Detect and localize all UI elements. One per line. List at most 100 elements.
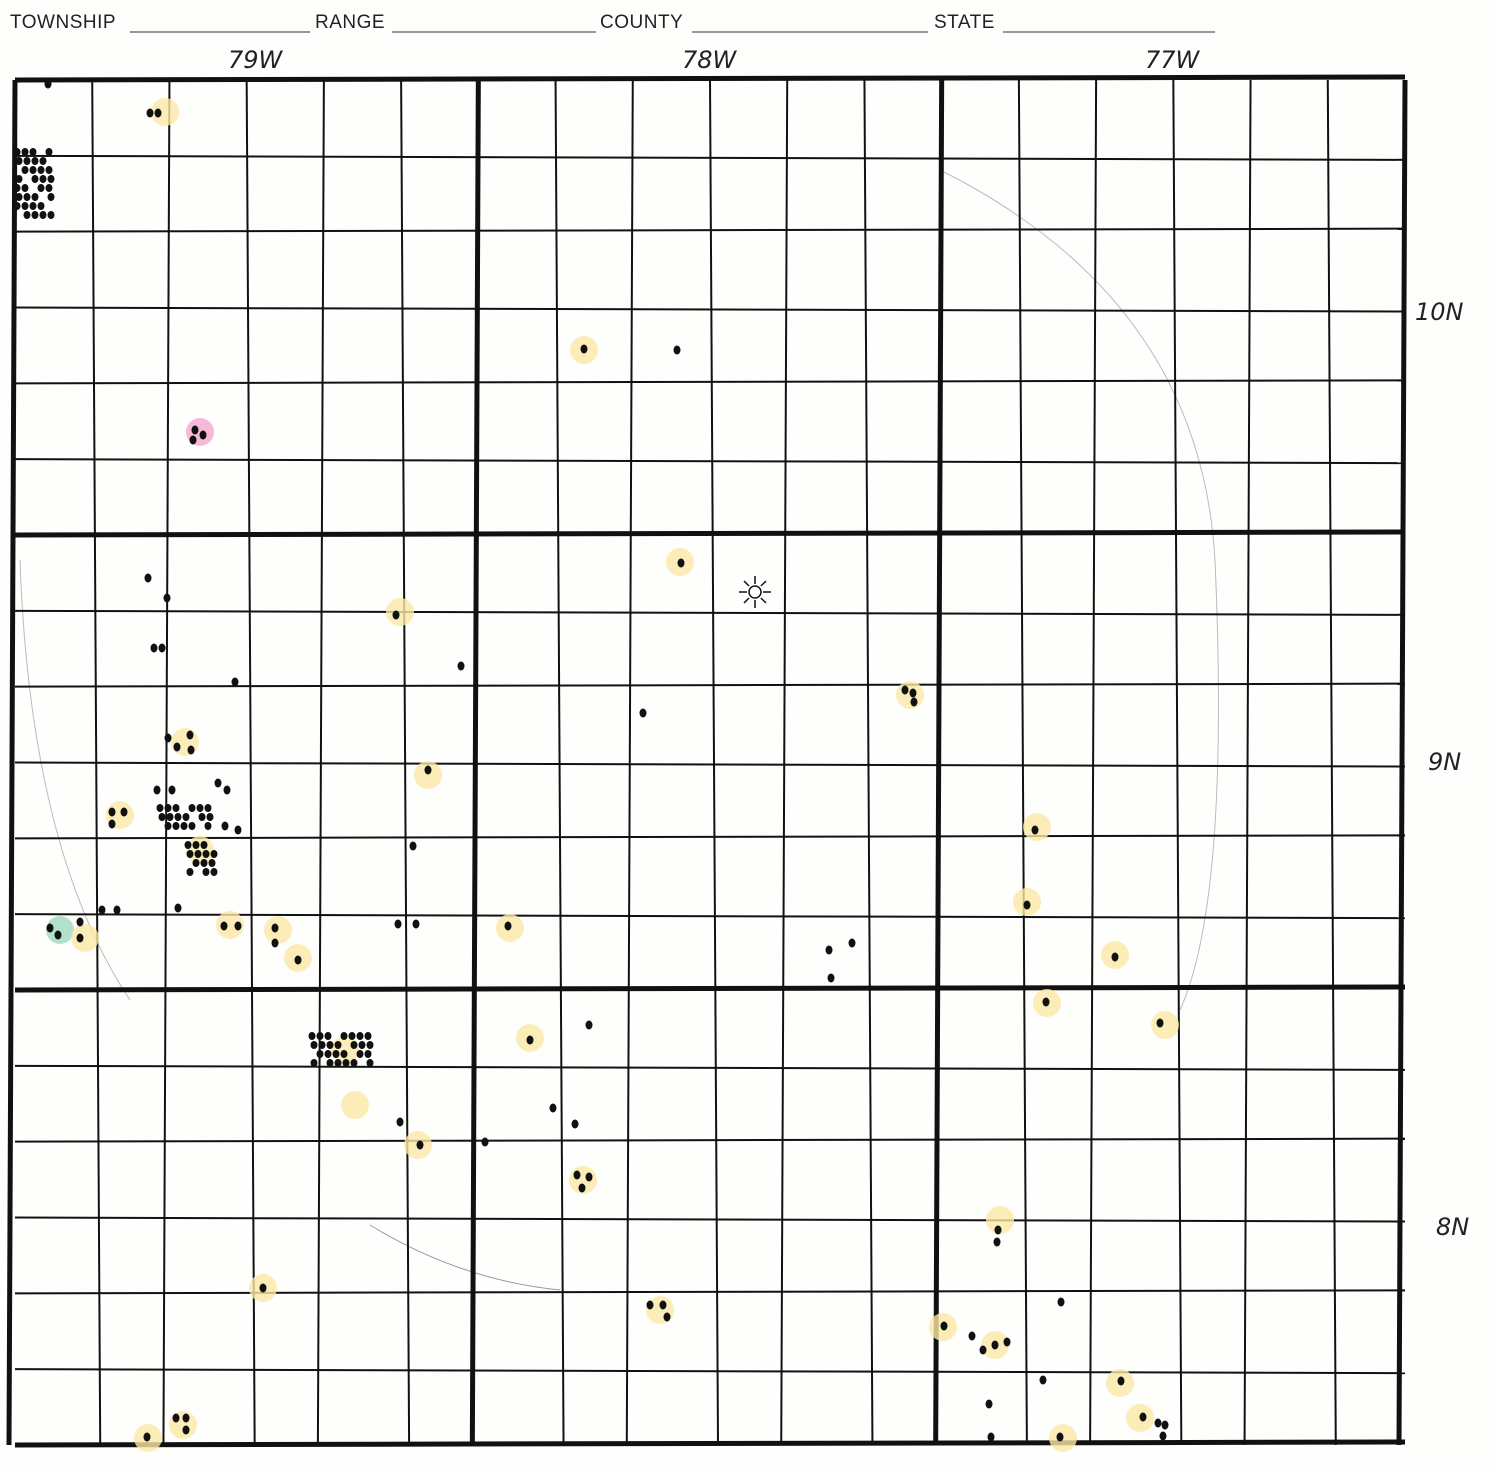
section-line [14,761,1406,768]
dot [210,850,218,858]
header-field: STATE [934,12,995,33]
dot [585,1172,593,1182]
dot [15,193,23,201]
dot [1056,1432,1064,1442]
range-label: 79W [228,46,284,74]
dot [154,108,162,118]
dot [580,344,588,354]
dot [340,1050,348,1058]
dot [192,859,200,867]
dot [194,850,202,858]
dot [310,1041,318,1049]
dot [198,813,206,821]
grid [6,74,1408,1448]
dot [424,765,432,775]
dot [164,733,172,743]
dot [659,1300,667,1310]
dot [392,610,400,620]
dot [108,819,116,829]
dot [180,822,188,830]
township-label: 8N [1436,1213,1469,1241]
dot [45,148,53,156]
dot [231,677,239,687]
dot [120,807,128,817]
dot [318,1041,326,1049]
dot [186,850,194,858]
highlight [986,1206,1014,1234]
dot [259,1283,267,1293]
section-line [863,79,874,1446]
dot [334,1059,342,1067]
dot [47,211,55,219]
section-line [14,1289,1406,1295]
dot [412,919,420,929]
dot [310,1059,318,1067]
dot [202,850,210,858]
dot [991,1340,999,1350]
dot [21,166,29,174]
dot [164,804,172,812]
dot [113,905,121,915]
highlight [71,924,99,952]
highlight [646,1296,674,1324]
dot [1111,952,1119,962]
township-line [14,984,1406,993]
dot [578,1183,586,1193]
dot [192,841,200,849]
dot [549,1103,557,1113]
dot [153,785,161,795]
dot [358,1041,366,1049]
dot [356,1032,364,1040]
dot [186,730,194,740]
dot [350,1059,358,1067]
township-label: 9N [1428,748,1461,776]
dot [677,558,685,568]
dot [994,1225,1002,1235]
dot [909,688,917,698]
dot [37,184,45,192]
dot [294,955,302,965]
dot [21,202,29,210]
dot [164,822,172,830]
dot [168,785,176,795]
highlight [1151,1011,1179,1039]
dot [172,804,180,812]
dot [1159,1431,1167,1441]
dot [221,821,229,831]
dot [324,1032,332,1040]
dot [940,1321,948,1331]
dot [143,1432,151,1442]
section-line [1017,79,1028,1446]
dot [234,921,242,931]
faint-arc [19,559,131,1001]
dot [271,938,279,948]
dot [191,425,199,435]
section-line [1172,79,1183,1446]
section-line [1243,79,1252,1446]
dot [350,1041,358,1049]
highlight [186,836,214,864]
dot [184,841,192,849]
dot [146,108,154,118]
header-field: COUNTY [600,12,683,33]
dot [182,813,190,821]
dot [348,1032,356,1040]
dot [31,193,39,201]
dot [271,923,279,933]
dot [202,868,210,876]
faint-arc [369,1224,561,1291]
sun-symbol [739,576,771,608]
dot [825,945,833,955]
dot [326,1041,334,1049]
section-line [1089,79,1098,1446]
highlight [216,911,244,939]
dot [172,822,180,830]
highlight [169,1411,197,1439]
faint-arc [939,169,1219,1011]
section-line [780,79,789,1446]
township-line [469,79,481,1446]
dot [214,778,222,788]
dot [39,157,47,165]
dot [29,202,37,210]
